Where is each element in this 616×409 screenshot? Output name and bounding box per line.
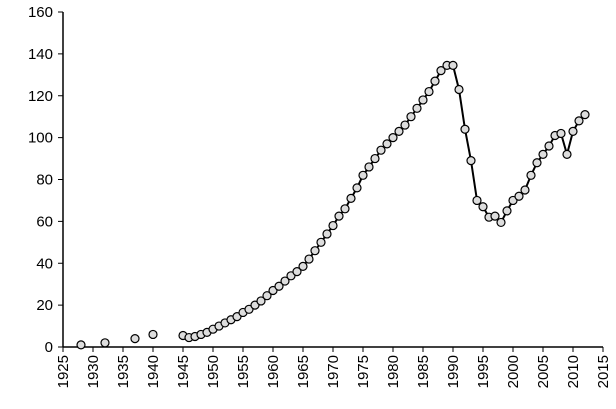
x-tick-label: 1965 xyxy=(295,355,312,388)
x-tick-label: 2005 xyxy=(535,355,552,388)
data-point xyxy=(274,281,284,291)
data-point xyxy=(364,162,374,172)
data-point xyxy=(340,204,350,214)
data-point xyxy=(412,103,422,113)
y-tick-label: 60 xyxy=(36,213,53,230)
data-point xyxy=(460,124,470,134)
x-tick-label: 1935 xyxy=(115,355,132,388)
x-tick-label: 1940 xyxy=(145,355,162,388)
x-tick-label: 1960 xyxy=(265,355,282,388)
data-point xyxy=(532,158,542,168)
data-point xyxy=(322,229,332,239)
y-tick-label: 160 xyxy=(28,4,53,21)
x-tick-label: 1945 xyxy=(175,355,192,388)
x-tick-label: 1930 xyxy=(85,355,102,388)
data-point xyxy=(292,267,302,277)
y-tick-label: 20 xyxy=(36,297,53,314)
data-point xyxy=(316,237,326,247)
x-tick-label: 2010 xyxy=(565,355,582,388)
data-point xyxy=(490,211,500,221)
data-point xyxy=(376,145,386,155)
x-tick-label: 1980 xyxy=(385,355,402,388)
data-point xyxy=(328,220,338,231)
y-tick-label: 140 xyxy=(28,46,53,63)
data-point xyxy=(556,128,566,139)
y-tick-label: 80 xyxy=(36,172,53,189)
data-point xyxy=(298,261,308,271)
data-point xyxy=(472,195,482,206)
x-tick-label: 1990 xyxy=(445,355,462,388)
data-point xyxy=(406,112,416,122)
data-point xyxy=(334,211,344,221)
data-point xyxy=(574,116,584,126)
y-tick-label: 40 xyxy=(36,255,53,272)
data-point xyxy=(496,217,506,228)
data-point xyxy=(538,149,548,159)
data-point xyxy=(400,120,410,130)
y-tick-label: 100 xyxy=(28,130,53,147)
data-point xyxy=(544,141,554,151)
data-point xyxy=(358,170,368,180)
data-point xyxy=(304,254,314,264)
x-tick-label: 1955 xyxy=(235,355,252,388)
data-point xyxy=(478,202,488,212)
y-tick-label: 0 xyxy=(45,339,53,356)
data-point xyxy=(520,185,530,195)
data-point xyxy=(580,109,590,120)
x-tick-label: 2015 xyxy=(595,355,612,388)
data-point xyxy=(436,66,446,76)
data-point xyxy=(388,133,398,143)
data-point xyxy=(100,338,110,348)
x-tick-label: 2000 xyxy=(505,355,522,388)
x-tick-label: 1995 xyxy=(475,355,492,388)
data-point xyxy=(280,276,290,286)
data-point xyxy=(562,149,572,159)
y-tick-label: 120 xyxy=(28,88,53,105)
data-point xyxy=(430,76,440,86)
data-point xyxy=(418,95,428,105)
data-point xyxy=(382,139,392,149)
data-point xyxy=(370,153,380,164)
data-point xyxy=(466,156,476,166)
data-point xyxy=(502,206,512,216)
data-point xyxy=(262,291,272,301)
x-tick-label: 1985 xyxy=(415,355,432,388)
data-line xyxy=(182,64,586,339)
data-point xyxy=(352,183,362,193)
data-point xyxy=(256,296,266,306)
x-tick-label: 1975 xyxy=(355,355,372,388)
data-point xyxy=(448,60,458,70)
data-point xyxy=(394,126,404,136)
x-tick-label: 1950 xyxy=(205,355,222,388)
data-point xyxy=(568,126,578,136)
data-point xyxy=(526,170,536,180)
data-point xyxy=(454,84,464,95)
data-point xyxy=(148,329,158,340)
data-point xyxy=(130,334,140,344)
data-point xyxy=(424,86,434,97)
data-point xyxy=(310,246,320,256)
data-point xyxy=(76,340,86,350)
data-point xyxy=(514,191,524,201)
data-point xyxy=(346,193,356,203)
x-tick-label: 1970 xyxy=(325,355,342,388)
x-tick-label: 1925 xyxy=(55,355,72,388)
